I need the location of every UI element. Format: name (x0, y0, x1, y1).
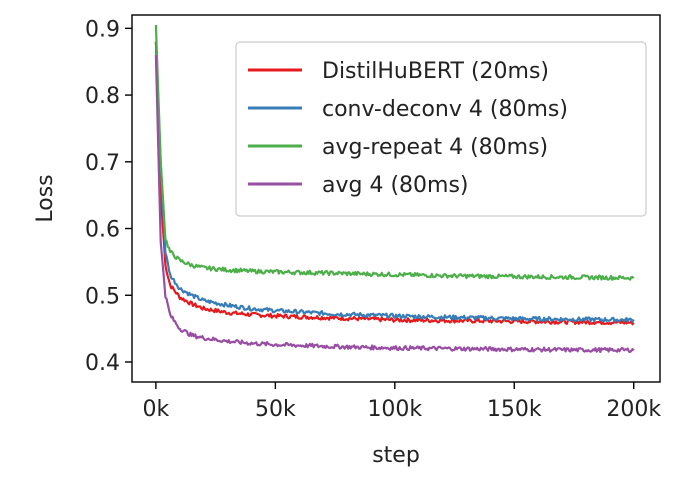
legend-label: conv-deconv 4 (80ms) (322, 97, 568, 122)
x-tick-label: 100k (367, 397, 422, 422)
x-tick-label: 200k (606, 397, 661, 422)
legend: DistilHuBERT (20ms) conv-deconv 4 (80ms) a… (235, 41, 647, 217)
series-line-3 (154, 54, 635, 354)
plot-frame (131, 14, 661, 383)
y-tick-label: 0.6 (85, 218, 120, 243)
y-tick-label: 0.4 (85, 351, 120, 376)
x-tick-label: 0k (143, 397, 170, 422)
legend-label: avg 4 (80ms) (322, 173, 469, 198)
legend-box (235, 41, 647, 217)
y-axis-title: Loss (33, 174, 58, 222)
x-tick-label: 50k (255, 397, 296, 422)
legend-label: DistilHuBERT (20ms) (322, 59, 549, 84)
series-layer (154, 24, 635, 354)
y-tick-label: 0.5 (85, 284, 120, 309)
y-tick-label: 0.7 (85, 151, 120, 176)
x-axis-title: step (372, 443, 420, 468)
y-tick-label: 0.9 (85, 17, 120, 42)
series-line-2 (154, 24, 635, 281)
legend-label: avg-repeat 4 (80ms) (322, 135, 548, 160)
axes-layer: 0.4 0.5 0.6 0.7 0.8 0.9 0k 50k 100k 150k 200k (85, 14, 661, 422)
x-tick-label: 150k (487, 397, 542, 422)
y-tick-label: 0.8 (85, 84, 120, 109)
series-line-1 (154, 41, 635, 323)
series-line-0 (154, 41, 635, 326)
